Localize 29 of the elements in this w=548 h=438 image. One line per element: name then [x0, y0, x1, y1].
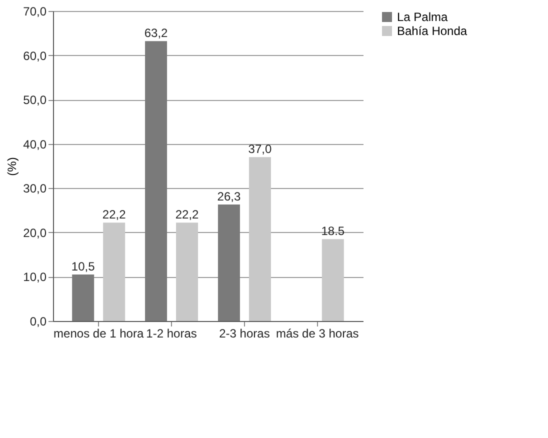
y-tick-label: 40,0	[23, 137, 47, 152]
x-tick-label: más de 3 horas	[276, 326, 359, 340]
legend-label: Bahía Honda	[397, 24, 468, 38]
data-label: 37,0	[248, 142, 272, 156]
data-label: 26,3	[217, 190, 241, 204]
bar	[103, 222, 126, 321]
x-tick-label: menos de 1 hora	[54, 326, 144, 340]
bar	[322, 239, 344, 321]
data-label: 22,2	[175, 208, 200, 222]
x-tick-label: 1-2 horas	[146, 326, 197, 340]
y-tick-label: 30,0	[23, 182, 47, 196]
data-label: 63,2	[144, 26, 168, 40]
y-tick-label: 50,0	[23, 93, 47, 108]
y-tick-label: 70,0	[23, 4, 47, 18]
bar	[72, 274, 94, 321]
bar	[248, 157, 271, 321]
legend-label: La Palma	[397, 10, 448, 24]
y-tick-label: 10,0	[23, 270, 47, 284]
x-tick-label: 2-3 horas	[219, 326, 270, 340]
y-axis-title: (%)	[5, 157, 20, 176]
data-label: 22,2	[102, 208, 126, 222]
y-tick-label: 20,0	[23, 226, 47, 240]
data-label: 10,5	[71, 260, 96, 274]
data-label: 18.5	[321, 224, 345, 238]
bar	[145, 41, 168, 321]
y-tick-label: 60,0	[23, 48, 47, 63]
y-tick-label: 0,0	[30, 314, 47, 328]
bar	[176, 222, 198, 321]
bar	[218, 204, 240, 321]
